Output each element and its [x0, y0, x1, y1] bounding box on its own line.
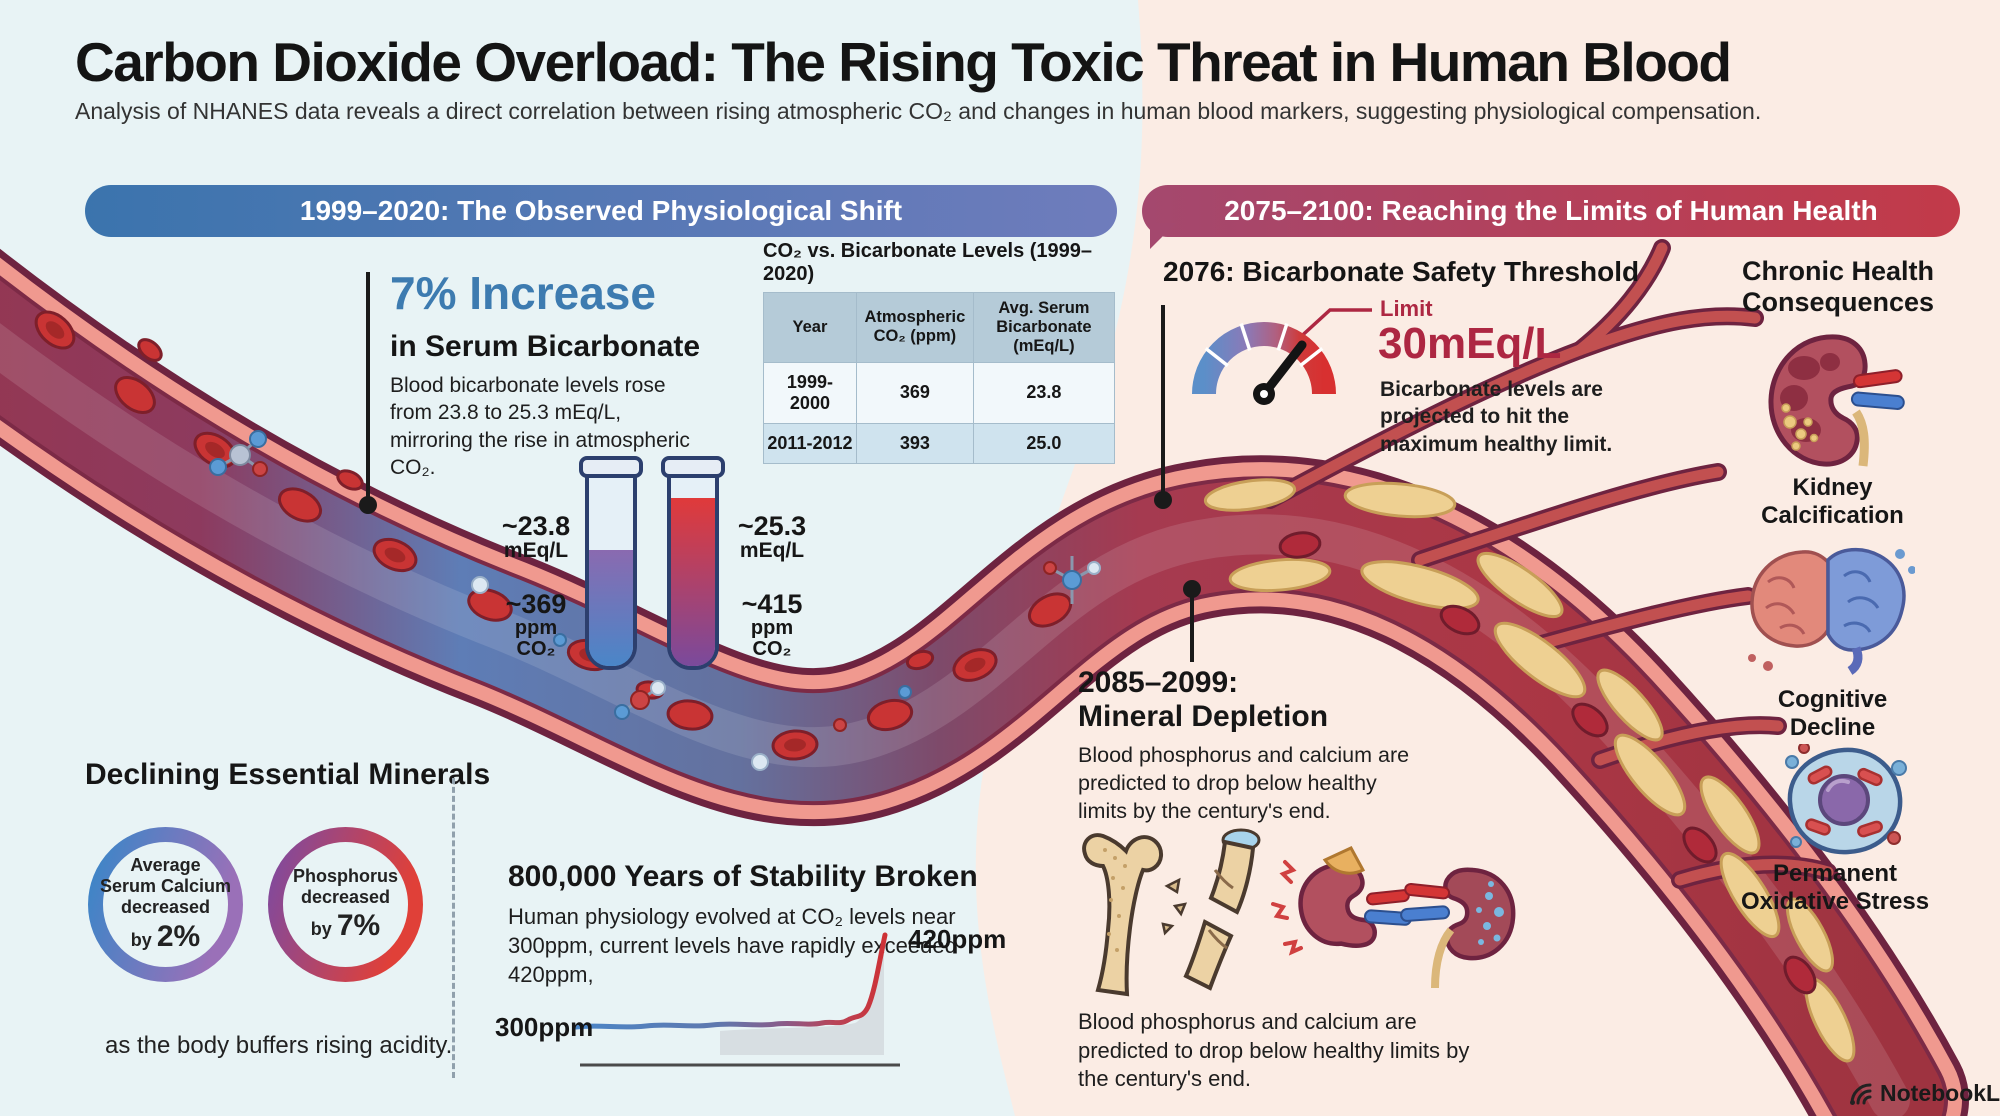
plaque-deposits [1203, 478, 1856, 1063]
phosphorus-ring-icon [268, 827, 423, 982]
calcification-spots [1781, 403, 1819, 451]
section-divider [452, 778, 455, 1078]
cell-year: 1999-2000 [763, 361, 857, 424]
co2-trend-line [573, 932, 888, 1030]
col-header-bicarbonate: Avg. Serum Bicarbonate (mEq/L) [972, 292, 1116, 363]
co2-history-chart [573, 932, 900, 1067]
cell-icon [1785, 744, 1907, 855]
chart-min-label: 300ppm [495, 1012, 594, 1042]
col-header-co2: Atmospheric CO₂ (ppm) [855, 292, 974, 363]
phosphorus-ring-text: Phosphorus decreased by 7% [292, 865, 398, 943]
tube-left-ppm-label: ~369 ppm CO₂ [505, 589, 567, 661]
table-row: 2011-2012 393 25.0 [763, 422, 1116, 464]
bone-fragments [1161, 877, 1188, 936]
co2-molecules [209, 430, 1101, 771]
page-title: Carbon Dioxide Overload: The Rising Toxi… [75, 31, 1732, 93]
co2-bicarbonate-table: CO₂ vs. Bicarbonate Levels (1999–2020) Y… [763, 240, 1116, 464]
cell-bicarbonate: 23.8 [972, 361, 1116, 424]
depletion-body: Blood phosphorus and calcium are predict… [1078, 743, 1410, 823]
tube-right-ppm-label: ~415 ppm CO₂ [741, 589, 803, 661]
banner-future-era: 2075–2100: Reaching the Limits of Human … [1142, 185, 1960, 249]
chronic-item-label: Kidney Calcification [1761, 474, 1904, 529]
col-header-year: Year [763, 292, 857, 363]
brand-badge: NotebookLM [1848, 1080, 2000, 1107]
test-tube-1999 [579, 456, 643, 670]
page-subtitle: Analysis of NHANES data reveals a direct… [75, 98, 1762, 124]
tube-fill-blue [589, 550, 633, 666]
brain-icon [1748, 547, 1915, 675]
cell-co2: 393 [855, 422, 974, 464]
depletion-caption: Blood phosphorus and calcium are predict… [1078, 1009, 1470, 1092]
banner-observed-era: 1999–2020: The Observed Physiological Sh… [85, 185, 1117, 237]
tube-fill-red [671, 498, 715, 666]
stability-title: 800,000 Years of Stability Broken [508, 860, 978, 893]
depletion-title: 2085–2099: Mineral Depletion [1078, 666, 1329, 733]
chronic-item-label: Permanent Oxidative Stress [1740, 860, 1930, 915]
tube-left-level-label: ~23.8 mEq/L [501, 511, 571, 563]
notebooklm-logo [1850, 1083, 1872, 1105]
phosphorus-decrease-value: 7% [336, 909, 381, 943]
brand-label: NotebookLM [1880, 1080, 2000, 1106]
table-title: CO₂ vs. Bicarbonate Levels (1999–2020) [763, 240, 1093, 285]
cell-co2: 369 [855, 361, 974, 424]
crystal-deposits [1476, 881, 1504, 945]
minerals-footer: as the body buffers rising acidity. [105, 1032, 453, 1059]
broken-bone-kidney-illustration [1082, 828, 1516, 997]
bg-left-cyan [0, 0, 1143, 1116]
cell-bicarbonate: 25.0 [972, 422, 1116, 464]
callout-connectors [359, 272, 1201, 662]
calcium-ring-icon [88, 827, 243, 982]
stress-marks [1271, 860, 1303, 956]
table-row: 1999-2000 369 23.8 [763, 361, 1116, 424]
threshold-title: 2076: Bicarbonate Safety Threshold [1163, 256, 1640, 287]
calcium-decrease-value: 2% [156, 919, 201, 953]
threshold-body: Bicarbonate levels are projected to hit … [1380, 378, 1613, 456]
limit-value: 30mEq/L [1378, 319, 1562, 368]
test-tube-2020 [661, 456, 725, 670]
gauge-icon [1192, 322, 1336, 405]
calcium-ring-text: Average Serum Calcium decreased by 2% [99, 854, 232, 953]
chronic-item-label: Cognitive Decline [1777, 686, 1888, 741]
data-table: Year Atmospheric CO₂ (ppm) Avg. Serum Bi… [763, 292, 1116, 464]
kidney-icon [1768, 334, 1905, 467]
increase-subhead: in Serum Bicarbonate [390, 330, 701, 363]
minerals-title: Declining Essential Minerals [85, 758, 491, 791]
chronic-title: Chronic Health Consequences [1742, 256, 1935, 318]
increase-body: Blood bicarbonate levels rose from 23.8 … [390, 374, 690, 479]
chart-max-label: 420ppm [908, 924, 1007, 954]
cell-year: 2011-2012 [763, 422, 857, 464]
tube-right-level-label: ~25.3 mEq/L [737, 511, 807, 563]
increase-headline: 7% Increase [390, 267, 656, 319]
limit-label: Limit [1380, 296, 1433, 321]
limit-callout-line [1293, 308, 1372, 344]
